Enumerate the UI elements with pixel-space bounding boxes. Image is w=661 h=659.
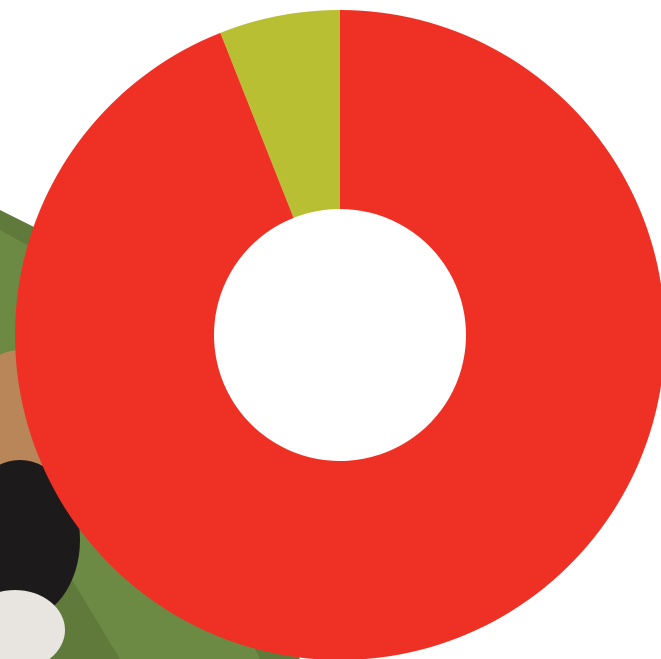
page: {"chart_data": {"type": "donut", "values… [0, 0, 661, 659]
chart [0, 0, 661, 659]
donut [15, 10, 661, 659]
